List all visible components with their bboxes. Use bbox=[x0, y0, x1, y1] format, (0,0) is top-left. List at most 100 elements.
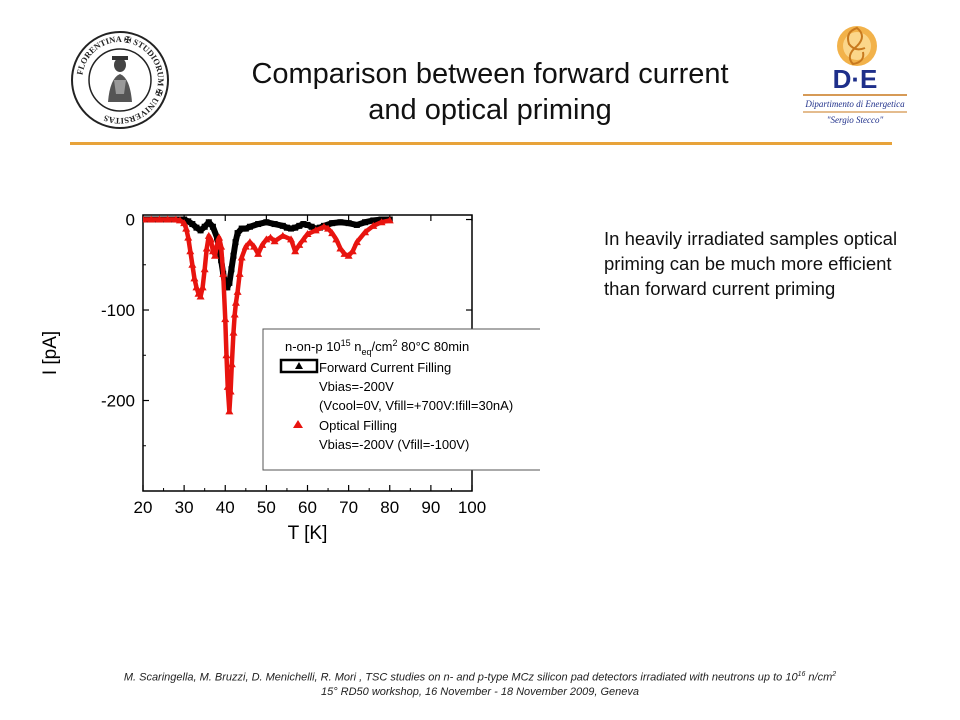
data-point bbox=[206, 235, 215, 243]
data-point bbox=[217, 242, 226, 250]
data-point bbox=[226, 279, 233, 286]
axis-labels: T [K] I [pA] bbox=[40, 331, 327, 544]
data-point bbox=[271, 221, 278, 228]
department-logo: D·E Dipartimento di Energetica "Sergio S… bbox=[795, 22, 915, 132]
footer-unit: n/cm bbox=[805, 671, 833, 684]
data-point bbox=[238, 225, 245, 232]
data-point bbox=[185, 218, 192, 225]
data-point bbox=[163, 215, 172, 223]
data-point bbox=[337, 219, 344, 226]
side-note: In heavily irradiated samples optical pr… bbox=[604, 228, 898, 299]
data-point bbox=[202, 244, 211, 252]
x-tick-label: 40 bbox=[216, 498, 235, 517]
tsc-chart: 20 30 40 50 60 70 80 90 100 0 -100 -200 T [K] I [pA]… bbox=[40, 195, 544, 555]
data-point bbox=[319, 222, 328, 230]
legend-line: (Vcool=0V, Vfill=+700V:Ifill=30nA) bbox=[319, 398, 513, 413]
footer-authors: M. Scaringella, M. Bruzzi, D. Menichelli… bbox=[123, 671, 798, 684]
data-point bbox=[233, 287, 242, 295]
data-point bbox=[344, 251, 353, 259]
data-point bbox=[234, 230, 241, 237]
data-point bbox=[190, 274, 199, 282]
x-tick-label: 60 bbox=[298, 498, 317, 517]
data-point bbox=[237, 253, 246, 261]
data-point bbox=[226, 387, 235, 395]
data-point bbox=[155, 215, 164, 223]
data-point bbox=[143, 215, 147, 223]
data-point bbox=[221, 315, 230, 323]
x-tick-label: 80 bbox=[380, 498, 399, 517]
data-point bbox=[241, 242, 250, 250]
data-point bbox=[180, 219, 189, 227]
footer-exponent-2: 2 bbox=[832, 671, 837, 678]
data-point bbox=[308, 223, 315, 230]
x-tick-label: 30 bbox=[175, 498, 194, 517]
x-tick-label: 100 bbox=[458, 498, 486, 517]
data-point bbox=[205, 219, 212, 226]
data-point bbox=[210, 251, 219, 259]
legend-forward-marker bbox=[295, 362, 303, 369]
legend-title: n-on-p 1015 neq/cm2 80°C 80min bbox=[285, 338, 469, 357]
footer-line-2: 15° RD50 workshop, 16 November - 18 Nove… bbox=[320, 685, 640, 698]
series-optical bbox=[143, 215, 394, 415]
footer-line-1: M. Scaringella, M. Bruzzi, D. Menichelli… bbox=[20, 668, 940, 685]
data-point bbox=[361, 228, 370, 236]
data-point bbox=[222, 351, 231, 359]
data-point bbox=[254, 249, 263, 257]
logo-name-line: "Sergio Stecco" bbox=[827, 115, 884, 125]
logo-dept-line: Dipartimento di Energetica bbox=[804, 99, 905, 109]
data-point bbox=[348, 247, 357, 255]
data-point bbox=[336, 244, 345, 252]
data-point bbox=[227, 360, 236, 368]
data-point bbox=[246, 223, 253, 230]
data-point bbox=[223, 382, 232, 390]
data-point bbox=[242, 225, 249, 232]
data-point bbox=[300, 221, 307, 228]
data-point bbox=[262, 235, 271, 243]
data-point bbox=[235, 269, 244, 277]
data-point bbox=[232, 239, 239, 246]
legend-line: Forward Current Filling bbox=[319, 360, 451, 375]
data-point bbox=[209, 223, 216, 230]
data-point bbox=[197, 227, 204, 234]
data-point bbox=[255, 221, 262, 228]
logo-brand: D·E bbox=[833, 64, 878, 94]
data-point bbox=[231, 298, 240, 306]
footer-citation: M. Scaringella, M. Bruzzi, D. Menichelli… bbox=[20, 668, 940, 699]
data-point bbox=[196, 292, 205, 300]
data-point bbox=[245, 238, 254, 246]
legend-line: Vbias=-200V (Vfill=-100V) bbox=[319, 437, 469, 452]
data-point bbox=[287, 235, 296, 243]
data-point bbox=[219, 269, 228, 277]
y-axis-label: I [pA] bbox=[40, 331, 61, 375]
data-point bbox=[345, 220, 352, 227]
legend-optical-marker bbox=[293, 420, 303, 428]
data-point bbox=[288, 225, 295, 232]
data-point bbox=[193, 224, 200, 231]
data-point bbox=[329, 220, 336, 227]
x-tick-label: 20 bbox=[134, 498, 153, 517]
data-point bbox=[362, 219, 369, 226]
data-point bbox=[332, 235, 341, 243]
data-point bbox=[385, 216, 394, 224]
swirl-icon bbox=[837, 26, 877, 66]
x-tick-label: 70 bbox=[339, 498, 358, 517]
data-point bbox=[278, 231, 287, 239]
series-layer bbox=[143, 215, 394, 415]
legend-line: Optical Filling bbox=[319, 418, 397, 433]
data-point bbox=[250, 242, 259, 250]
x-tick-label: 50 bbox=[257, 498, 276, 517]
data-point bbox=[198, 283, 207, 291]
data-point bbox=[304, 221, 311, 228]
axis-ticks: 20 30 40 50 60 70 80 90 100 0 -100 -200 bbox=[101, 211, 486, 517]
data-point bbox=[225, 407, 234, 415]
data-point bbox=[189, 221, 196, 228]
data-point bbox=[303, 230, 312, 238]
data-point bbox=[224, 284, 231, 291]
data-point bbox=[291, 247, 300, 255]
title-divider bbox=[70, 142, 892, 145]
x-tick-label: 90 bbox=[421, 498, 440, 517]
data-point bbox=[186, 247, 195, 255]
data-point bbox=[377, 218, 386, 226]
data-point bbox=[176, 216, 185, 224]
data-point bbox=[352, 238, 361, 246]
